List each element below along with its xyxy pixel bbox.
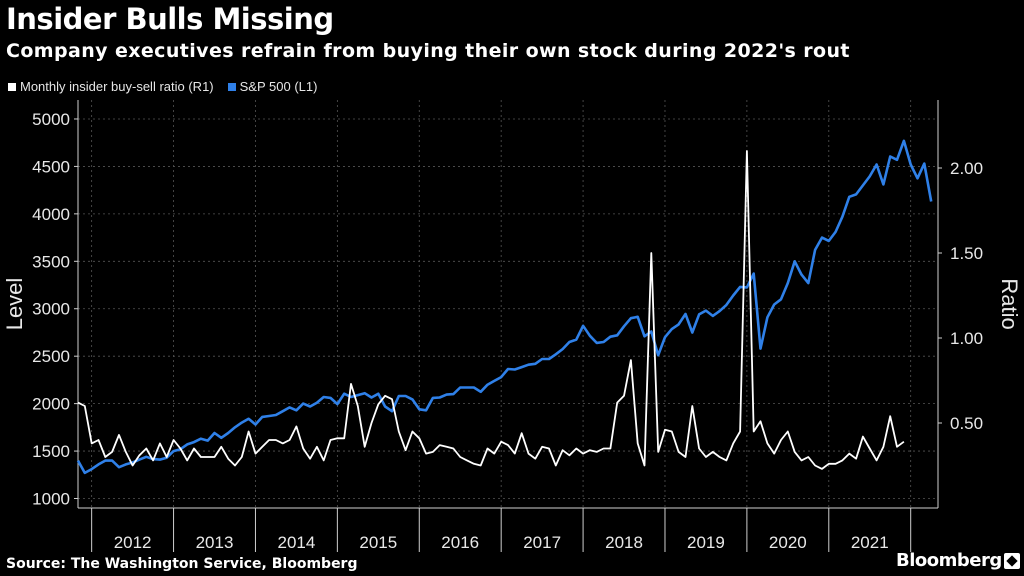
- legend-item-insider-ratio: Monthly insider buy-sell ratio (R1): [8, 79, 214, 94]
- x-tick-label: 2019: [687, 533, 725, 552]
- series-line-sp500: [76, 139, 933, 475]
- gridlines: [78, 100, 938, 508]
- x-tick-label: 2020: [769, 533, 807, 552]
- x-tick-label: 2012: [114, 533, 152, 552]
- bloomberg-mark-icon: [1004, 553, 1020, 569]
- y-right-axis-title: Ratio: [997, 278, 1022, 329]
- y-right-tick-label: 2.00: [950, 159, 983, 178]
- legend-swatch-sp500: [227, 82, 236, 91]
- x-tick-label: 2018: [605, 533, 643, 552]
- chart-legend: Monthly insider buy-sell ratio (R1) S&P …: [8, 79, 331, 94]
- y-left-tick-label: 1000: [32, 490, 70, 509]
- y-left-tick-label: 5000: [32, 110, 70, 129]
- x-tick-label: 2013: [196, 533, 234, 552]
- y-right-tick-label: 1.50: [950, 244, 983, 263]
- x-tick-label: 2017: [523, 533, 561, 552]
- x-tick-label: 2015: [359, 533, 397, 552]
- y-right-tick-label: 0.50: [950, 414, 983, 433]
- legend-swatch-insider-ratio: [8, 82, 16, 91]
- y-left-tick-label: 2500: [32, 347, 70, 366]
- chart-subtitle: Company executives refrain from buying t…: [6, 40, 850, 62]
- legend-item-sp500: S&P 500 (L1): [227, 79, 318, 94]
- tick-labels: 1000 1500 2000 2500 3000 3500 4000 4500 5000 0.50…: [2, 110, 1022, 552]
- x-tick-label: 2014: [277, 533, 315, 552]
- series-lines: [76, 139, 933, 475]
- bloomberg-logo: Bloomberg: [896, 550, 1002, 571]
- y-left-tick-label: 3000: [32, 300, 70, 319]
- series-line-insider-ratio: [77, 150, 905, 470]
- legend-label-insider-ratio: Monthly insider buy-sell ratio (R1): [20, 79, 214, 94]
- y-left-tick-label: 4000: [32, 205, 70, 224]
- y-right-tick-label: 1.00: [950, 329, 983, 348]
- y-left-tick-label: 3500: [32, 252, 70, 271]
- chart-title: Insider Bulls Missing: [6, 2, 334, 36]
- y-left-axis-title: Level: [2, 278, 27, 331]
- x-tick-label: 2021: [851, 533, 889, 552]
- y-left-tick-label: 2000: [32, 395, 70, 414]
- x-tick-label: 2016: [441, 533, 479, 552]
- y-left-tick-label: 1500: [32, 442, 70, 461]
- source-note: Source: The Washington Service, Bloomber…: [6, 556, 358, 572]
- y-left-tick-label: 4500: [32, 157, 70, 176]
- legend-label-sp500: S&P 500 (L1): [239, 79, 318, 94]
- axes: [74, 100, 942, 552]
